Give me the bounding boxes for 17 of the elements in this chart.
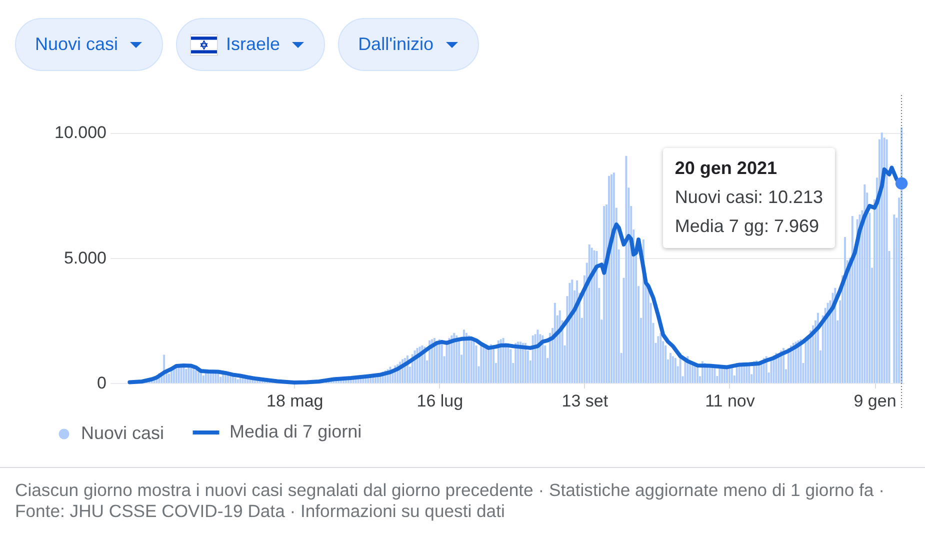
- x-tick-label: 18 mag: [266, 392, 324, 410]
- x-tick-label: 11 nov: [705, 392, 756, 410]
- dropdown-button: Dall'inizio: [338, 18, 479, 71]
- source-note: Fonte: JHU CSSE COVID-19 Data · Informazioni su questi dati: [15, 501, 506, 522]
- y-tick-label: 0: [97, 374, 106, 392]
- tooltip: 20 gen 2021 Nuovi casi: 10.213 Media 7 gg: 7.969: [662, 148, 835, 248]
- legend-label: Nuovi casi: [81, 423, 164, 443]
- x-tick-label: 16 lug: [416, 392, 464, 410]
- text: Ciascun giorno mostra i nuovi casi segnalati dal giorno precedente · Statistiche aggiornate meno di 1 giorno fa ·: [15, 480, 884, 501]
- y-tick-label: 5.000: [64, 248, 106, 268]
- dropdown-button: Nuovi casi: [15, 18, 164, 71]
- dropdown-button: Israele: [176, 18, 326, 71]
- legend-label: Media di 7 giorni: [230, 422, 362, 442]
- x-tick-label: 13 set: [562, 392, 608, 410]
- x-tick-label: 9 gen: [854, 392, 896, 410]
- y-tick-label: 10.000: [54, 123, 106, 142]
- annotation: 20 gen 2021 Nuovi casi: 10.213 Media 7 gg: 7.969: [674, 157, 823, 238]
